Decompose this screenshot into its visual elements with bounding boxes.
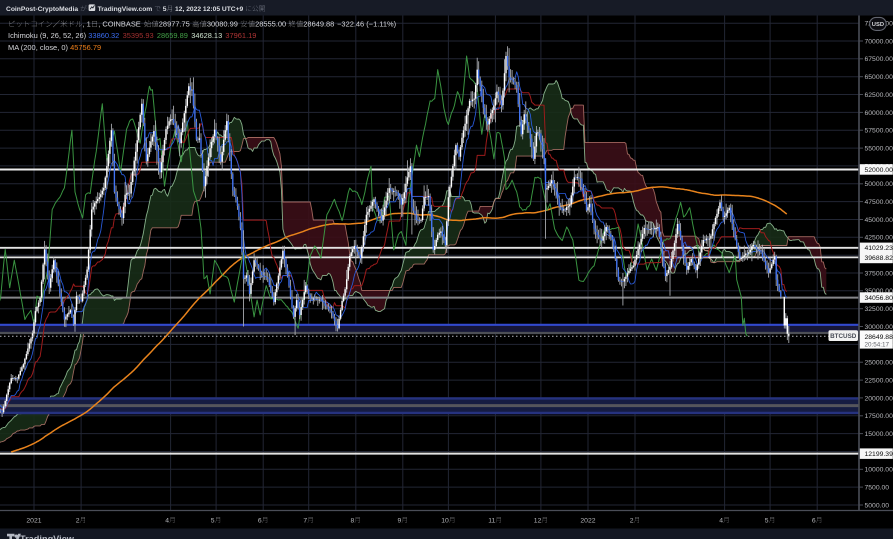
svg-text:15000.00: 15000.00 [865, 431, 893, 438]
svg-text:TradingView.com: TradingView.com [98, 6, 155, 13]
svg-text:−322.46 (−1.11%): −322.46 (−1.11%) [337, 20, 397, 29]
svg-text:17500.00: 17500.00 [865, 413, 893, 420]
svg-text:60000.00: 60000.00 [865, 110, 893, 117]
svg-text:2: 2 [76, 517, 80, 524]
svg-text:BTCUSD: BTCUSD [830, 333, 857, 340]
svg-text:2022: 2022 [580, 517, 595, 524]
svg-text:30080.99: 30080.99 [207, 20, 238, 29]
svg-text:5: 5 [163, 6, 167, 13]
svg-text:25000.00: 25000.00 [865, 360, 893, 367]
svg-text:39688.82: 39688.82 [865, 255, 893, 262]
svg-text:7500.00: 7500.00 [865, 485, 890, 492]
svg-text:41029.23: 41029.23 [865, 245, 893, 252]
svg-text:12199.39: 12199.39 [865, 451, 893, 458]
svg-text:35395.93: 35395.93 [123, 31, 154, 40]
svg-text:4: 4 [165, 517, 169, 524]
svg-text:, 1: , 1 [83, 20, 91, 29]
svg-text:28555.00: 28555.00 [255, 20, 286, 29]
svg-text:45756.79: 45756.79 [70, 43, 101, 52]
svg-text:6: 6 [258, 517, 262, 524]
svg-text:22500.00: 22500.00 [865, 378, 893, 385]
svg-text:37500.00: 37500.00 [865, 270, 893, 277]
svg-text:45000.00: 45000.00 [865, 217, 893, 224]
svg-text:2021: 2021 [26, 517, 41, 524]
svg-text:6: 6 [812, 517, 816, 524]
svg-text:12: 12 [534, 517, 542, 524]
svg-text:33860.32: 33860.32 [88, 31, 119, 40]
svg-text:28659.89: 28659.89 [157, 31, 188, 40]
svg-text:42500.00: 42500.00 [865, 235, 893, 242]
svg-text:32500.00: 32500.00 [865, 306, 893, 313]
svg-text:57500.00: 57500.00 [865, 128, 893, 135]
svg-text:11: 11 [488, 517, 495, 524]
svg-text:10000.00: 10000.00 [865, 467, 893, 474]
svg-text:34628.13: 34628.13 [191, 31, 222, 40]
svg-text:Ichimoku (9, 26, 52, 26): Ichimoku (9, 26, 52, 26) [8, 31, 88, 40]
svg-text:35000.00: 35000.00 [865, 288, 893, 295]
svg-text:30000.00: 30000.00 [865, 324, 893, 331]
svg-text:2: 2 [630, 517, 634, 524]
svg-text:65000.00: 65000.00 [865, 74, 893, 81]
svg-text:28977.75: 28977.75 [159, 20, 190, 29]
svg-text:5: 5 [211, 517, 215, 524]
svg-text:USD: USD [872, 22, 884, 28]
svg-text:47500.00: 47500.00 [865, 199, 893, 206]
svg-text:28649.88: 28649.88 [865, 334, 893, 341]
svg-text:CoinPost-CryptoMedia: CoinPost-CryptoMedia [6, 6, 80, 13]
svg-text:10: 10 [441, 517, 449, 524]
svg-text:12, 2022 12:05 UTC+9: 12, 2022 12:05 UTC+9 [173, 6, 245, 13]
svg-text:50000.00: 50000.00 [865, 181, 893, 188]
svg-text:20000.00: 20000.00 [865, 395, 893, 402]
svg-text:55000.00: 55000.00 [865, 146, 893, 153]
svg-text:TradingView: TradingView [20, 534, 75, 539]
svg-text:70000.00: 70000.00 [865, 38, 893, 45]
svg-text:67500.00: 67500.00 [865, 56, 893, 63]
svg-text:7: 7 [303, 517, 307, 524]
svg-text:62500.00: 62500.00 [865, 92, 893, 99]
svg-text:MA (200, close, 0): MA (200, close, 0) [8, 43, 70, 52]
svg-text:28649.88: 28649.88 [303, 20, 334, 29]
svg-text:, COINBASE: , COINBASE [98, 20, 141, 29]
svg-text:20:54:17: 20:54:17 [865, 342, 890, 349]
svg-text:37961.19: 37961.19 [225, 31, 256, 40]
svg-text:5: 5 [765, 517, 769, 524]
svg-text:34056.80: 34056.80 [865, 295, 893, 302]
svg-text:4: 4 [719, 517, 723, 524]
svg-text:5000.00: 5000.00 [865, 502, 890, 509]
svg-text:9: 9 [398, 517, 402, 524]
svg-text:8: 8 [351, 517, 355, 524]
svg-text:52000.00: 52000.00 [865, 167, 893, 174]
